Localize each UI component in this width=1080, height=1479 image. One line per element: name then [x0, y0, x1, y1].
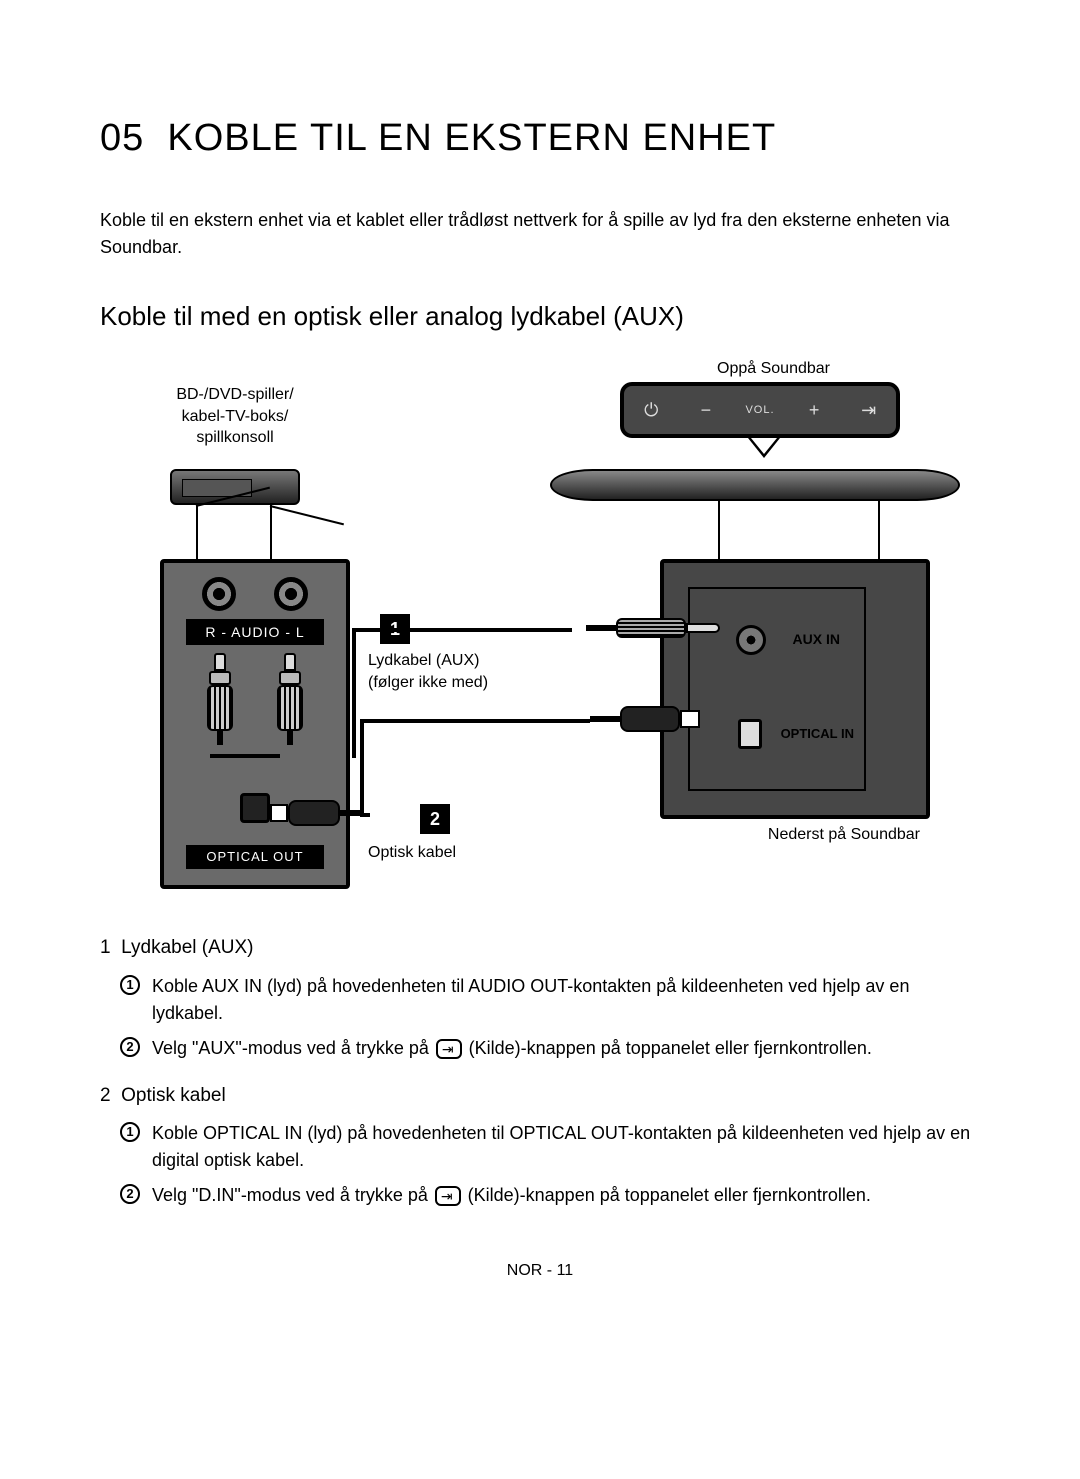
instr-2-step-2: 2 Velg "D.IN"-modus ved å trykke på ⇥ (K… — [148, 1182, 980, 1209]
optical-in-port — [738, 719, 762, 749]
soundbar-bottom-panel: AUX IN OPTICAL IN — [660, 559, 930, 819]
aux-in-label: AUX IN — [793, 629, 840, 650]
vol-plus-icon: + — [799, 395, 829, 425]
instr-1-step-2: 2 Velg "AUX"-modus ved å trykke på ⇥ (Ki… — [148, 1035, 980, 1062]
instruction-item-2: 2 Optisk kabel 1 Koble OPTICAL IN (lyd) … — [100, 1082, 980, 1210]
circled-1-icon: 1 — [120, 975, 140, 995]
circled-1-icon: 1 — [120, 1122, 140, 1142]
optical-out-label: OPTICAL OUT — [186, 845, 324, 869]
instr-1-num: 1 — [100, 937, 111, 958]
instr-2-title: Optisk kabel — [121, 1085, 226, 1106]
callout-2-label: Optisk kabel — [368, 842, 456, 864]
instr-1-title: Lydkabel (AUX) — [121, 937, 253, 958]
rca-plug-r — [205, 653, 235, 743]
aux-plug-illustration — [590, 616, 720, 640]
source-button-icon: ⇥ — [436, 1039, 462, 1059]
source-icon: ⇥ — [854, 395, 884, 425]
soundbar-top-panel: ⏻ − VOL. + ⇥ — [620, 382, 900, 438]
connection-diagram: BD-/DVD-spiller/ kabel-TV-boks/ spillkon… — [100, 364, 980, 904]
source-output-panel: R - AUDIO - L OPTICAL OUT — [160, 559, 350, 889]
vol-minus-icon: − — [691, 395, 721, 425]
instructions: 1 Lydkabel (AUX) 1 Koble AUX IN (lyd) på… — [100, 934, 980, 1209]
rca-jack-l — [274, 577, 308, 611]
optical-in-label: OPTICAL IN — [781, 724, 854, 744]
dvd-player-illustration — [170, 469, 300, 505]
soundbar-body-illustration — [550, 469, 960, 501]
bottom-soundbar-label: Nederst på Soundbar — [768, 824, 920, 846]
source-device-label: BD-/DVD-spiller/ kabel-TV-boks/ spillkon… — [140, 384, 330, 449]
optical-plug-sb-side — [590, 706, 700, 732]
callout-number-2: 2 — [420, 804, 450, 834]
chapter-title-text: KOBLE TIL EN EKSTERN ENHET — [167, 117, 776, 159]
chapter-number: 05 — [100, 117, 144, 159]
optical-out-port — [240, 793, 270, 823]
source-button-icon: ⇥ — [435, 1186, 461, 1206]
aux-in-jack — [736, 625, 766, 655]
instr-2-step-1: 1 Koble OPTICAL IN (lyd) på hovedenheten… — [148, 1120, 980, 1174]
rca-jack-r — [202, 577, 236, 611]
chapter-title: 05 KOBLE TIL EN EKSTERN ENHET — [100, 110, 980, 167]
audio-out-label: R - AUDIO - L — [186, 619, 324, 645]
page-number: NOR - 11 — [100, 1259, 980, 1283]
rca-plug-l — [275, 653, 305, 743]
instruction-item-1: 1 Lydkabel (AUX) 1 Koble AUX IN (lyd) på… — [100, 934, 980, 1062]
circled-2-icon: 2 — [120, 1037, 140, 1057]
top-soundbar-label: Oppå Soundbar — [717, 358, 830, 380]
section-title: Koble til med en optisk eller analog lyd… — [100, 297, 980, 336]
circled-2-icon: 2 — [120, 1184, 140, 1204]
instr-2-num: 2 — [100, 1085, 111, 1106]
vol-label: VOL. — [745, 402, 774, 419]
power-icon: ⏻ — [636, 395, 666, 425]
optical-plug-src-side — [270, 800, 360, 826]
instr-1-step-1: 1 Koble AUX IN (lyd) på hovedenheten til… — [148, 973, 980, 1027]
intro-paragraph: Koble til en ekstern enhet via et kablet… — [100, 207, 980, 261]
callout-1-label: Lydkabel (AUX) (følger ikke med) — [368, 650, 518, 693]
